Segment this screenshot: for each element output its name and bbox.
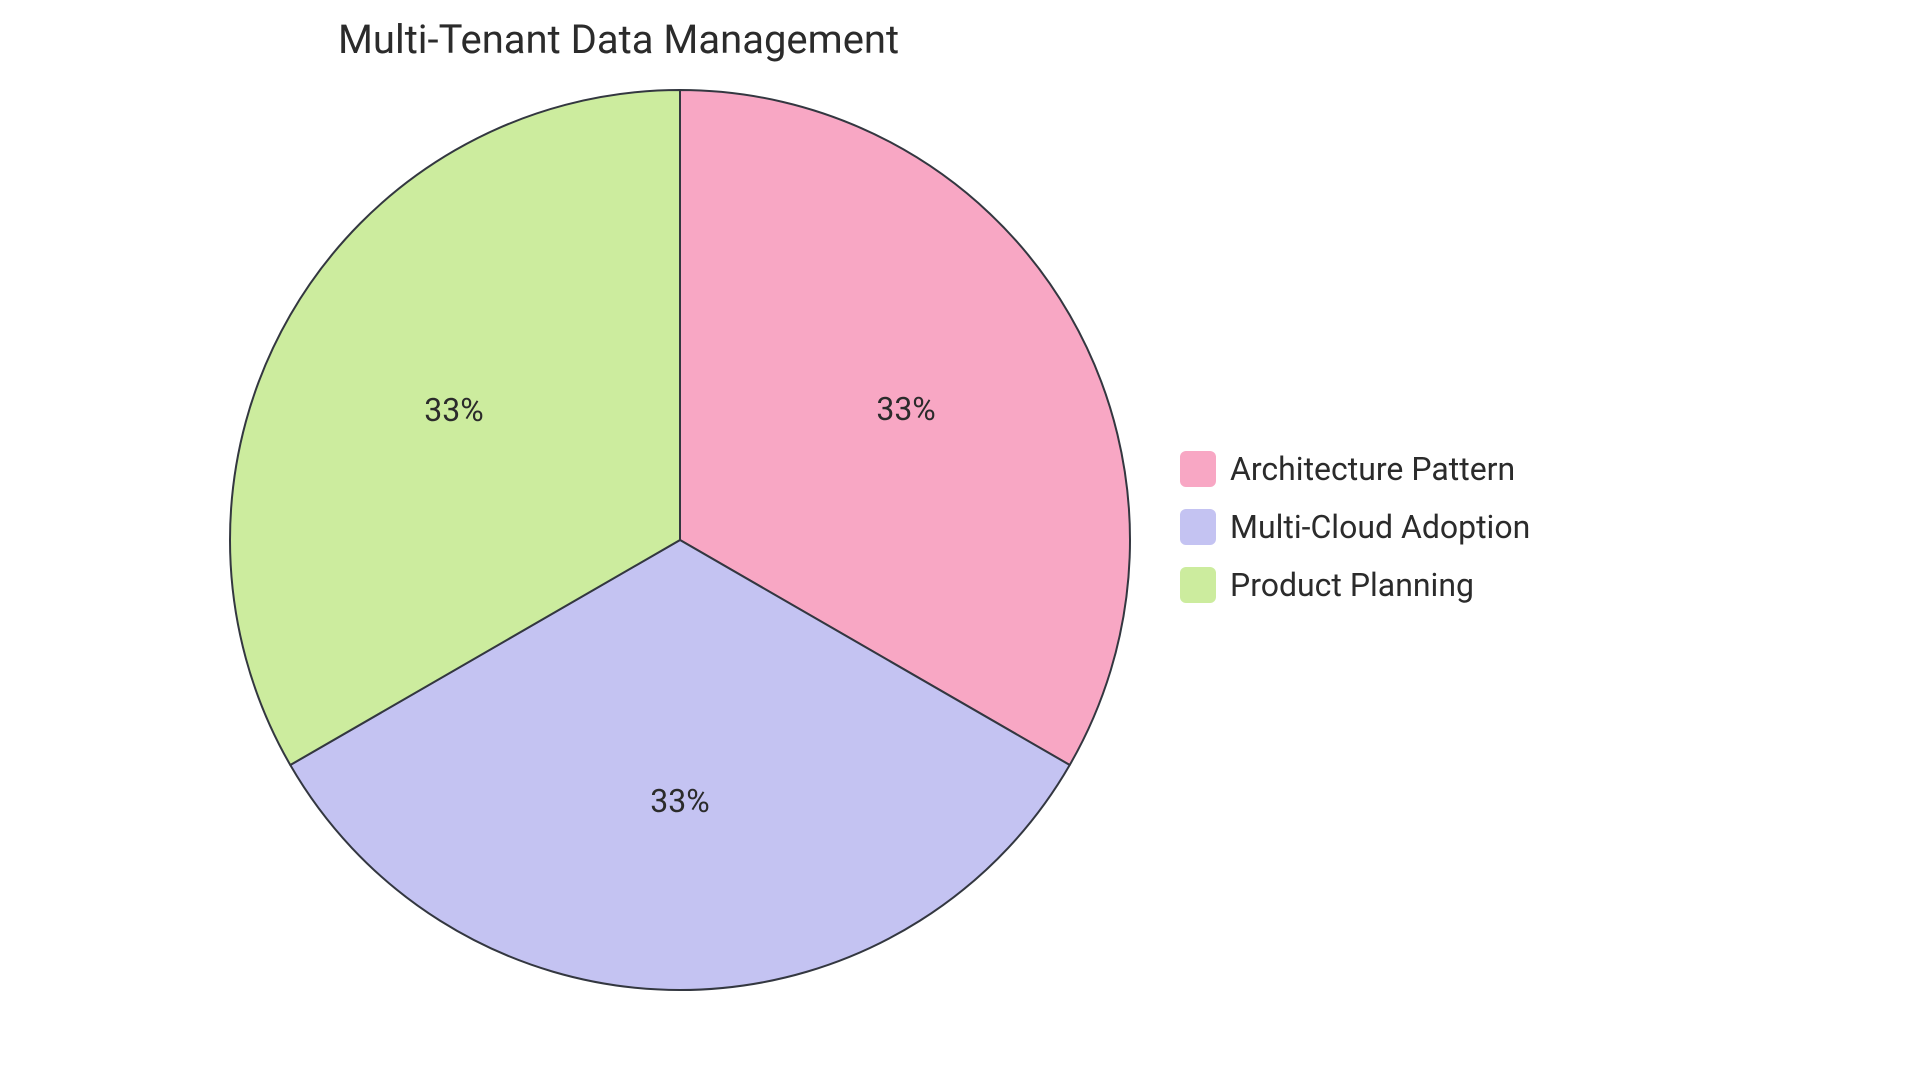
legend-item: Architecture Pattern	[1180, 450, 1530, 488]
legend-swatch	[1180, 451, 1216, 487]
chart-title: Multi-Tenant Data Management	[338, 16, 899, 63]
legend: Architecture Pattern Multi-Cloud Adoption…	[1180, 450, 1530, 604]
pie-chart: 33% 33% 33%	[228, 88, 1132, 992]
legend-label: Multi-Cloud Adoption	[1230, 508, 1530, 546]
legend-label: Product Planning	[1230, 566, 1474, 604]
legend-label: Architecture Pattern	[1230, 450, 1515, 488]
legend-item: Multi-Cloud Adoption	[1180, 508, 1530, 546]
legend-swatch	[1180, 567, 1216, 603]
legend-swatch	[1180, 509, 1216, 545]
pie-svg	[228, 88, 1132, 992]
slice-label: 33%	[424, 391, 483, 429]
legend-item: Product Planning	[1180, 566, 1530, 604]
slice-label: 33%	[650, 782, 709, 820]
chart-container: Multi-Tenant Data Management 33% 33% 33% A…	[0, 0, 1920, 1080]
slice-label: 33%	[876, 390, 935, 428]
